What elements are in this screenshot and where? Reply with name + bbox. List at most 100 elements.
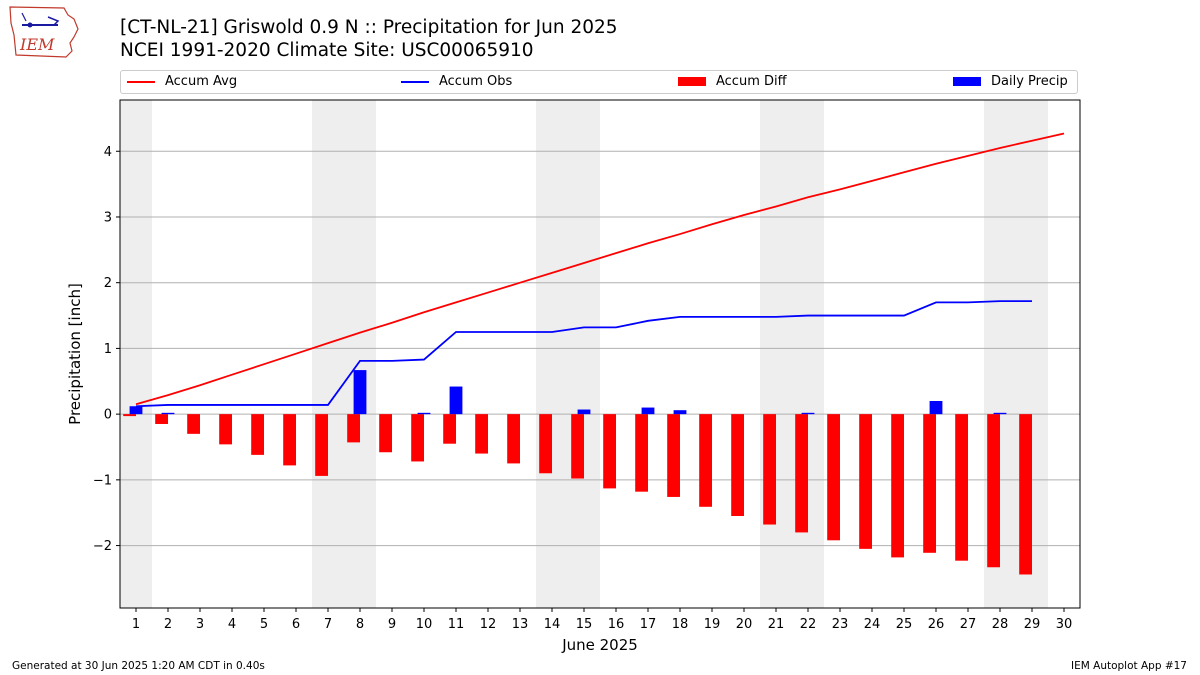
legend-swatch-accum-obs (401, 80, 429, 83)
x-tick-label: 17 (640, 617, 657, 632)
legend-label-accum-diff: Accum Diff (716, 74, 787, 89)
chart-subtitle: NCEI 1991-2020 Climate Site: USC00065910 (120, 40, 534, 61)
x-tick-label: 20 (736, 617, 753, 632)
accum-diff-bar (923, 414, 936, 553)
x-tick-label: 2 (164, 617, 172, 632)
x-tick-label: 30 (1056, 617, 1073, 632)
accum-avg-line (135, 132, 1065, 406)
chart-title: [CT-NL-21] Griswold 0.9 N :: Precipitati… (120, 17, 618, 38)
y-axis-label: Precipitation [inch] (66, 283, 84, 425)
x-tick-label: 9 (388, 617, 396, 632)
accum-diff-bar (891, 414, 904, 558)
daily-precip-bar (993, 412, 1007, 415)
accum-diff-bar (251, 414, 264, 455)
x-tick-label: 24 (864, 617, 881, 632)
x-tick-label: 23 (832, 617, 849, 632)
accum-diff-bar (731, 414, 744, 516)
accum-diff-bar (603, 414, 616, 489)
x-tick-label: 5 (260, 617, 268, 632)
accum-diff-bar (283, 414, 296, 466)
x-tick-label: 19 (704, 617, 721, 632)
accum-obs-line (135, 300, 1032, 408)
accum-diff-bar (987, 414, 1000, 568)
daily-precip-bar (449, 386, 463, 415)
accum-diff-bar (347, 414, 360, 443)
accum-diff-bar (1019, 414, 1032, 575)
x-tick-label: 10 (416, 617, 433, 632)
accum-diff-bar (539, 414, 552, 474)
accum-diff-bar (699, 414, 712, 507)
y-tick-label: 2 (104, 276, 112, 291)
x-tick-label: 12 (480, 617, 497, 632)
daily-precip-bar (641, 407, 655, 415)
accum-diff-bar (155, 414, 168, 424)
legend-label-accum-avg: Accum Avg (165, 74, 238, 89)
legend-item-accum-diff: Accum Diff (678, 74, 787, 89)
weekend-band (120, 100, 152, 608)
x-tick-label: 26 (928, 617, 945, 632)
legend-swatch-accum-diff (678, 77, 706, 86)
accum-diff-bar (955, 414, 968, 561)
plot-frame (119, 99, 1081, 609)
x-tick-label: 3 (196, 617, 204, 632)
iem-logo: IEM (9, 6, 79, 58)
x-axis-label: June 2025 (561, 636, 638, 654)
accum-diff-bar (795, 414, 808, 533)
daily-precip-bar (929, 400, 943, 415)
accum-diff-bar (763, 414, 776, 525)
weekend-band (760, 100, 792, 608)
accum-diff-bar (667, 414, 680, 497)
x-tick-label: 29 (1024, 617, 1041, 632)
logo-text: IEM (19, 35, 55, 54)
x-tick-label: 16 (608, 617, 625, 632)
accum-diff-bar (507, 414, 520, 464)
accum-diff-bar (859, 414, 872, 549)
x-tick-label: 27 (960, 617, 977, 632)
legend-swatch-daily-precip (953, 77, 981, 86)
accum-diff-bar (379, 414, 392, 453)
daily-precip-bar (129, 406, 143, 415)
x-tick-label: 1 (132, 617, 140, 632)
x-tick-label: 21 (768, 617, 785, 632)
legend-item-accum-avg: Accum Avg (127, 74, 237, 89)
footer-app: IEM Autoplot App #17 (1071, 660, 1187, 672)
x-tick-label: 22 (800, 617, 817, 632)
x-tick-label: 18 (672, 617, 689, 632)
x-tick-label: 13 (512, 617, 529, 632)
daily-precip-bar (577, 409, 591, 415)
y-tick-label: 1 (104, 342, 112, 357)
daily-precip-bar (673, 410, 687, 415)
legend-item-accum-obs: Accum Obs (401, 74, 512, 89)
accum-diff-bar (187, 414, 200, 434)
accum-diff-bar (315, 414, 328, 476)
accum-diff-bar (443, 414, 456, 444)
y-tick-label: 4 (104, 145, 112, 160)
x-tick-label: 25 (896, 617, 913, 632)
accum-diff-bar (571, 414, 584, 479)
daily-precip-bar (161, 412, 175, 415)
x-tick-label: 14 (544, 617, 561, 632)
accum-diff-bar (123, 414, 136, 417)
x-tick-label: 4 (228, 617, 236, 632)
x-tick-label: 28 (992, 617, 1009, 632)
weekend-band (312, 100, 344, 608)
accum-diff-bar (635, 414, 648, 492)
weekend-band (568, 100, 600, 608)
y-tick-label: −1 (93, 473, 112, 488)
accum-diff-bar (411, 414, 424, 462)
daily-precip-bar (417, 412, 431, 415)
accum-diff-bar (827, 414, 840, 541)
footer-generated: Generated at 30 Jun 2025 1:20 AM CDT in … (12, 660, 265, 672)
y-tick-label: 3 (104, 210, 112, 225)
legend-swatch-accum-avg (127, 80, 155, 83)
y-tick-label: −2 (93, 539, 112, 554)
daily-precip-bar (353, 370, 367, 415)
legend-label-daily-precip: Daily Precip (991, 74, 1068, 89)
x-tick-label: 7 (324, 617, 332, 632)
daily-precip-bar (801, 412, 815, 415)
y-tick-label: 0 (104, 408, 112, 423)
x-tick-label: 11 (448, 617, 465, 632)
x-tick-label: 15 (576, 617, 593, 632)
x-tick-label: 8 (356, 617, 364, 632)
